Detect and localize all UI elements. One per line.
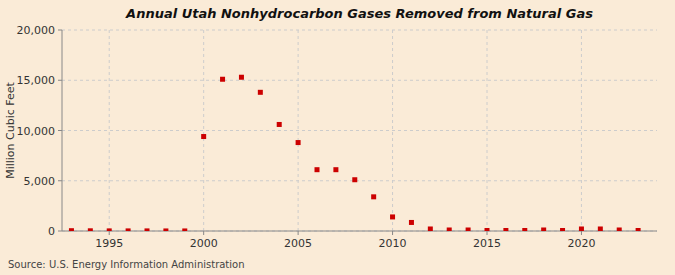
- point: [88, 228, 93, 231]
- point: [126, 228, 131, 231]
- y-tick-label: 10,000: [17, 125, 56, 138]
- x-grid-line: [487, 30, 488, 231]
- x-tick-label: 2000: [190, 237, 218, 250]
- x-tick-label: 2015: [473, 237, 501, 250]
- point: [333, 167, 338, 172]
- x-axis-line: [62, 231, 657, 232]
- x-tick: [392, 231, 393, 235]
- point: [428, 226, 433, 231]
- points: [69, 75, 641, 231]
- y-tick: [58, 80, 62, 81]
- x-tick: [581, 231, 582, 235]
- point: [541, 227, 546, 231]
- point: [182, 228, 187, 231]
- grid: [62, 30, 657, 231]
- y-grid-line: [62, 231, 657, 232]
- point: [390, 214, 395, 219]
- point: [145, 228, 150, 231]
- y-tick: [58, 231, 62, 232]
- axes: 0 5,000 10,000 15,000 20,000 1995 2000 2005 2010…: [17, 24, 658, 250]
- y-tick: [58, 30, 62, 31]
- y-tick-label: 5,000: [24, 175, 56, 188]
- point: [163, 228, 168, 231]
- point: [579, 226, 584, 231]
- point: [239, 75, 244, 80]
- point: [560, 228, 565, 231]
- y-grid-line: [62, 80, 657, 81]
- point: [522, 228, 527, 231]
- point: [296, 140, 301, 145]
- y-grid-line: [62, 30, 657, 31]
- point: [503, 228, 508, 231]
- x-tick: [203, 231, 204, 235]
- x-grid-line: [109, 30, 110, 231]
- y-tick-label: 20,000: [17, 24, 56, 37]
- point: [371, 194, 376, 199]
- y-axis-line: [62, 30, 63, 231]
- point: [617, 227, 622, 231]
- y-axis-label: Million Cubic Feet: [4, 81, 17, 178]
- title: Annual Utah Nonhydrocarbon Gases Removed…: [125, 6, 593, 21]
- point: [409, 220, 414, 225]
- point: [447, 227, 452, 231]
- x-grid-line: [298, 30, 299, 231]
- point: [636, 228, 641, 231]
- point: [277, 122, 282, 127]
- background: [0, 0, 675, 275]
- x-tick-label: 2020: [567, 237, 595, 250]
- source-note: Source: U.S. Energy Information Administ…: [8, 259, 245, 270]
- x-tick: [298, 231, 299, 235]
- point: [485, 228, 490, 231]
- point: [598, 226, 603, 231]
- x-tick-label: 2010: [379, 237, 407, 250]
- y-tick: [58, 130, 62, 131]
- point: [220, 77, 225, 82]
- point: [258, 90, 263, 95]
- point: [69, 228, 74, 231]
- y-tick: [58, 180, 62, 181]
- point: [466, 227, 471, 231]
- point: [201, 134, 206, 139]
- x-grid-line: [581, 30, 582, 231]
- point: [107, 228, 112, 231]
- x-tick: [109, 231, 110, 235]
- y-grid-line: [62, 130, 657, 131]
- x-grid-line: [203, 30, 204, 231]
- y-tick-label: 0: [48, 225, 55, 238]
- point: [315, 167, 320, 172]
- x-tick: [487, 231, 488, 235]
- x-tick-label: 1995: [95, 237, 123, 250]
- x-grid-line: [392, 30, 393, 231]
- x-tick-label: 2005: [284, 237, 312, 250]
- y-grid-line: [62, 180, 657, 181]
- chart: Annual Utah Nonhydrocarbon Gases Removed…: [0, 0, 675, 275]
- y-tick-label: 15,000: [17, 74, 56, 87]
- point: [352, 177, 357, 182]
